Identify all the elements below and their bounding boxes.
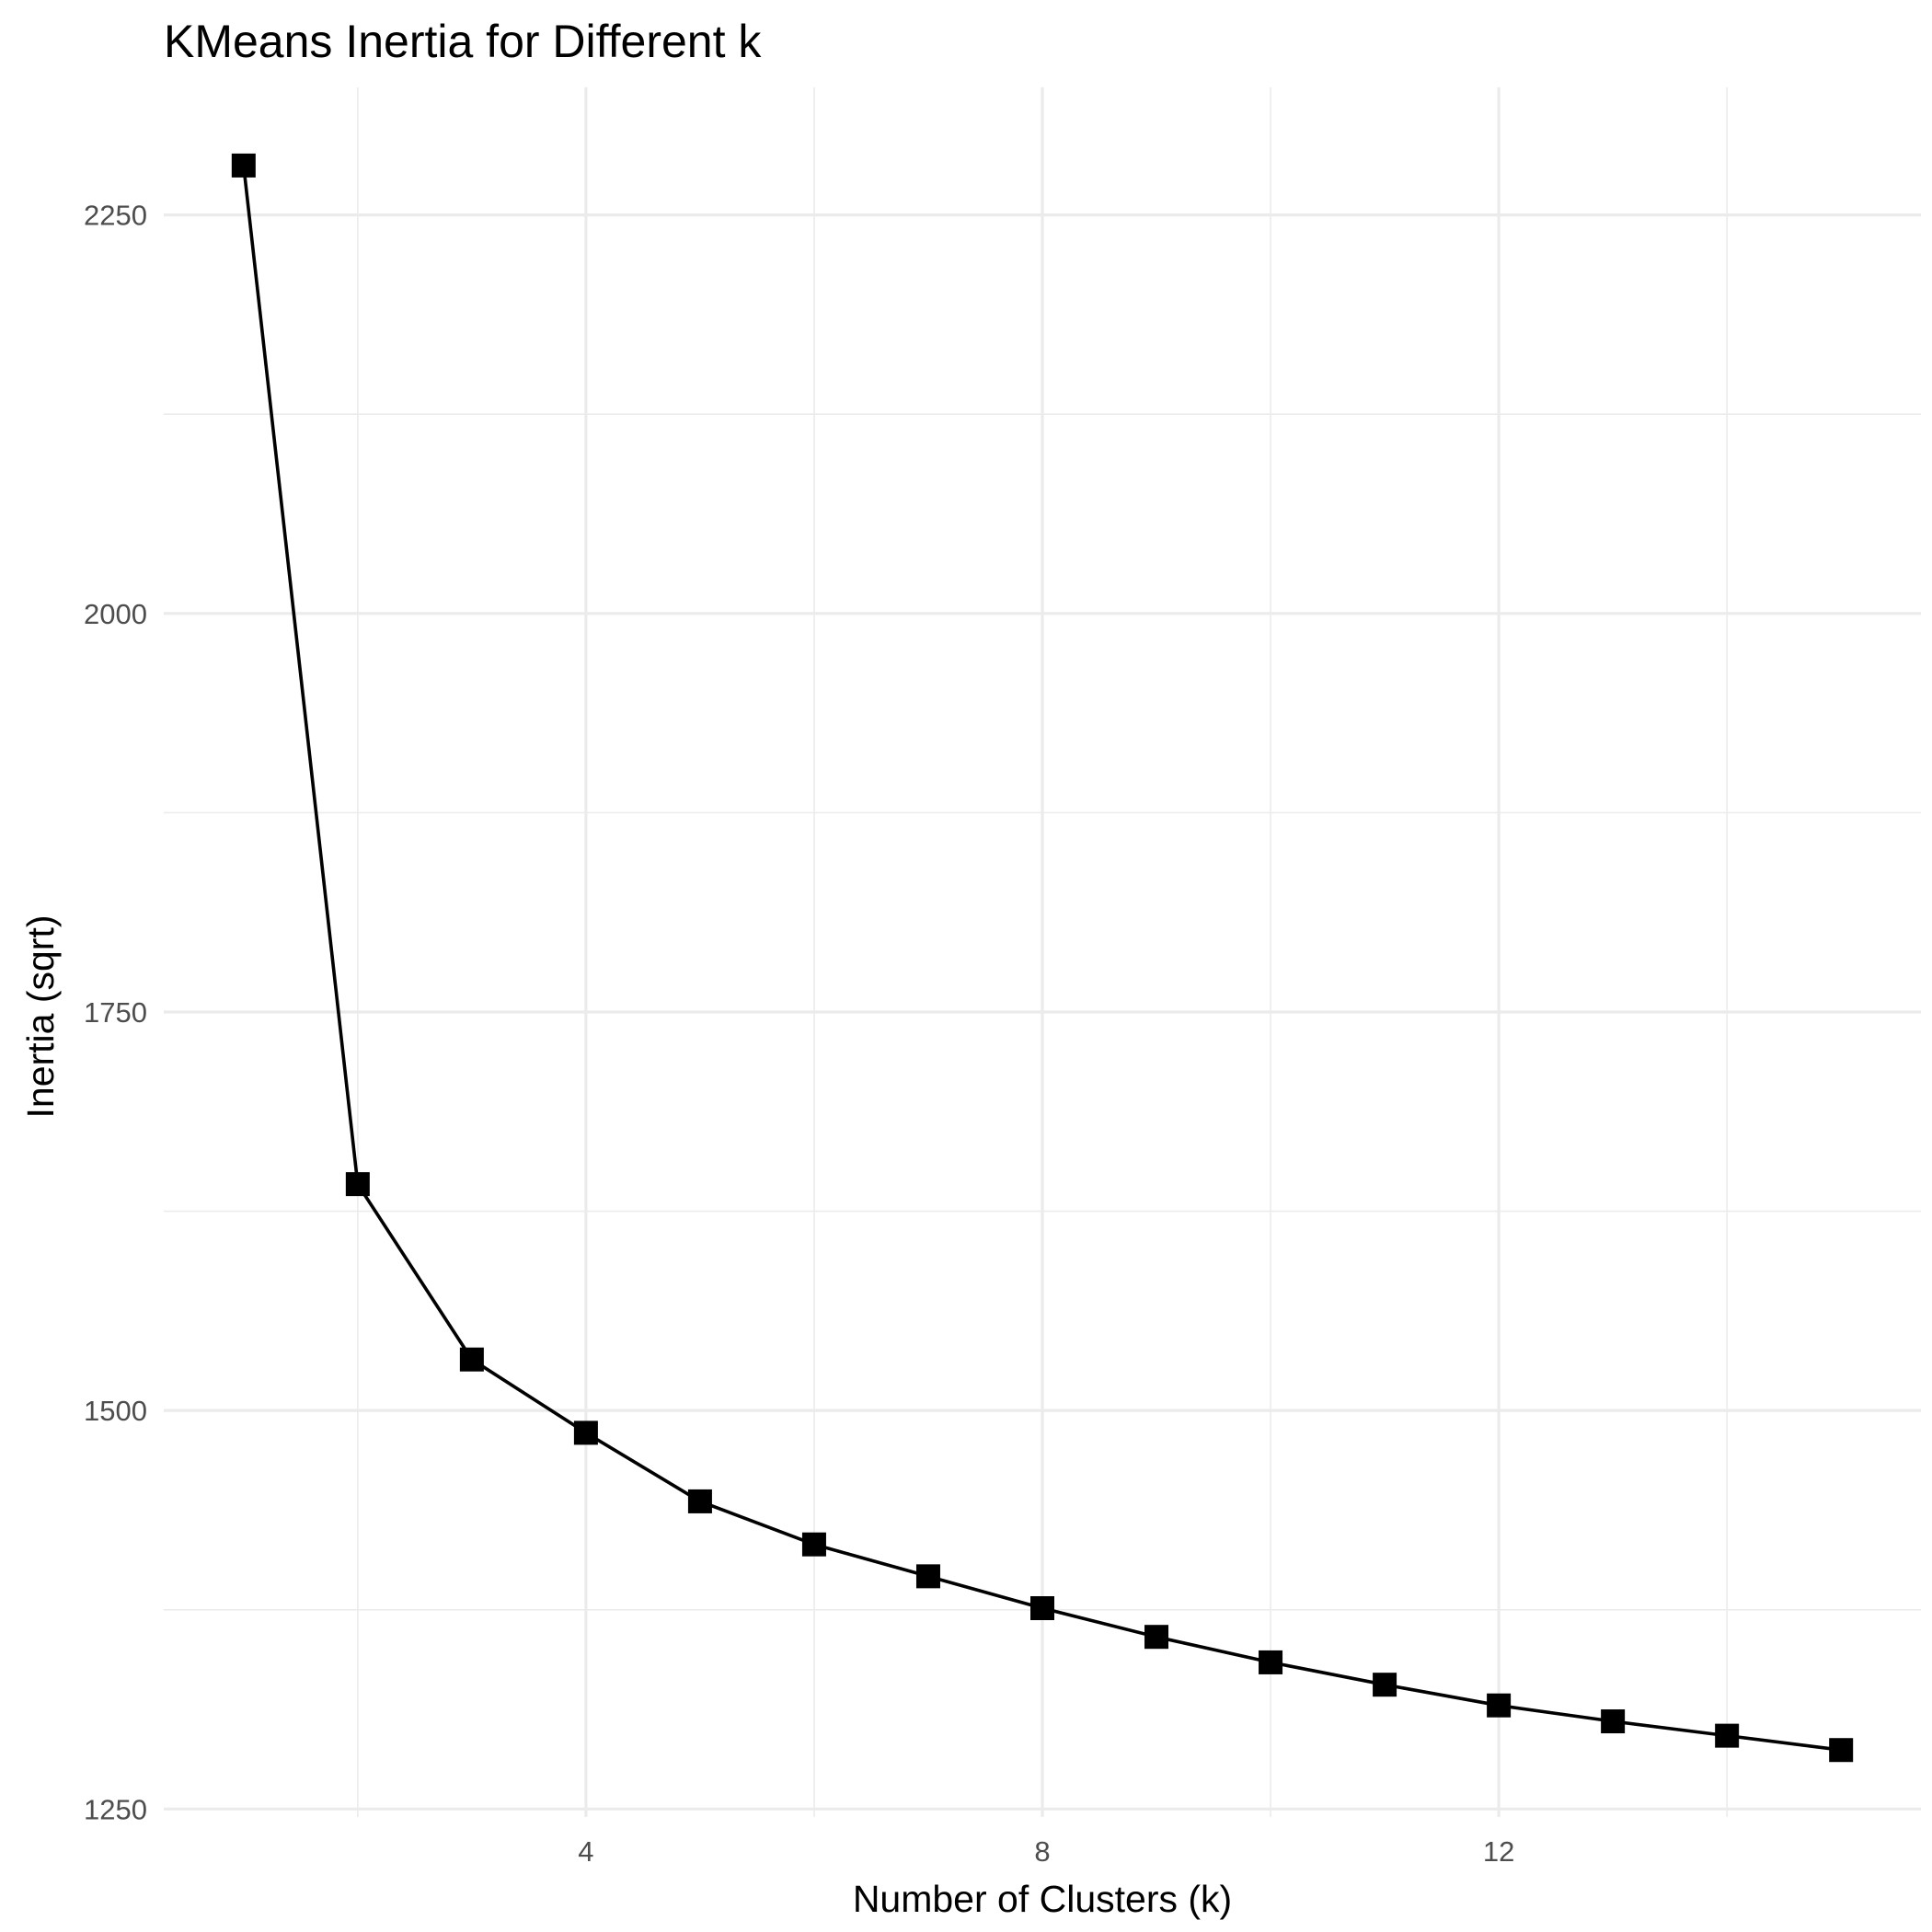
x-tick-label: 8	[1034, 1835, 1050, 1868]
chart-title: KMeans Inertia for Different k	[164, 16, 762, 67]
grid	[164, 87, 1921, 1817]
data-point-marker	[1601, 1709, 1626, 1734]
data-point-marker	[1715, 1723, 1740, 1748]
data-point-marker	[801, 1532, 826, 1557]
y-tick-label: 2250	[84, 200, 147, 232]
data-point-marker	[459, 1347, 484, 1372]
y-tick-label: 1750	[84, 996, 147, 1029]
data-point-marker	[915, 1564, 940, 1589]
data-point-marker	[1829, 1738, 1854, 1763]
data-point-marker	[1373, 1673, 1397, 1697]
x-axis-title: Number of Clusters (k)	[853, 1878, 1232, 1920]
data-point-marker	[573, 1420, 598, 1445]
data-point-marker	[1487, 1693, 1512, 1718]
data-point-marker	[687, 1489, 712, 1513]
y-tick-label: 1250	[84, 1793, 147, 1825]
y-axis-title: Inertia (sqrt)	[19, 915, 62, 1119]
data-point-marker	[231, 153, 256, 178]
x-tick-label: 4	[578, 1835, 593, 1868]
data-point-marker	[345, 1172, 370, 1197]
y-tick-label: 2000	[84, 598, 147, 630]
data-point-marker	[1259, 1650, 1283, 1674]
data-point-marker	[1030, 1596, 1054, 1621]
data-point-marker	[1144, 1625, 1169, 1650]
y-tick-label: 1500	[84, 1395, 147, 1427]
x-tick-labels: 4 8 12	[578, 1835, 1514, 1868]
markers	[231, 153, 1854, 1763]
y-tick-labels: 1250 1500 1750 2000 2250	[84, 200, 147, 1826]
x-tick-label: 12	[1483, 1835, 1514, 1868]
